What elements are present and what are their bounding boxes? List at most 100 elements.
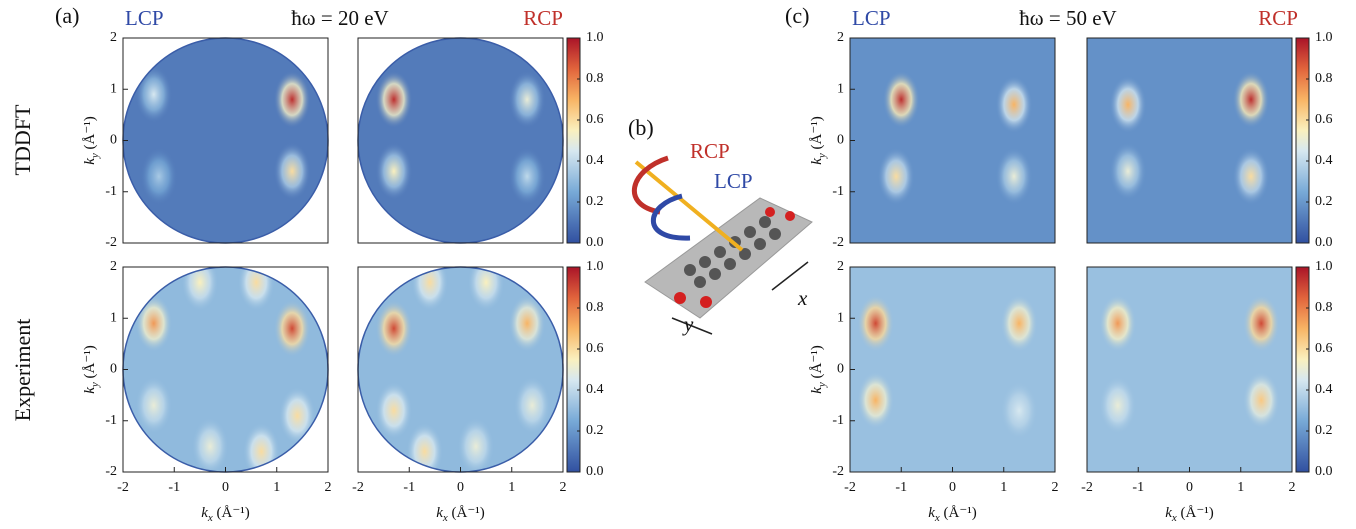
intensity-peak: [468, 254, 505, 311]
heatmap: [123, 254, 328, 481]
intensity-peak: [274, 71, 311, 128]
x-tick-label: 1: [1237, 480, 1244, 495]
x-tick-label: 1: [1000, 480, 1007, 495]
intensity-peak: [279, 387, 316, 444]
intensity-peak: [509, 148, 546, 205]
colorbar-tick-label: 0.4: [586, 153, 604, 168]
x-tick-label: -2: [844, 480, 856, 495]
intensity-peak: [878, 148, 915, 205]
colorbar-tick-label: 0.4: [1315, 153, 1333, 168]
figure: (a) (b) (c) TDDFT Experiment LCP ħω = 20…: [0, 0, 1356, 529]
x-tick-label: 2: [560, 480, 567, 495]
axis-label-unit: (Å⁻¹): [213, 505, 250, 521]
x-tick-label: 1: [508, 480, 515, 495]
intensity-peak: [1243, 372, 1280, 429]
axis-label-unit: (Å⁻¹): [1177, 505, 1214, 521]
colorbar-tick-label: 0.8: [1315, 71, 1333, 86]
y-tick-label: 0: [837, 133, 844, 148]
intensity-peak: [411, 254, 448, 311]
intensity-peak: [1001, 382, 1038, 439]
row-label: TDDFT: [10, 104, 35, 175]
intensity-peak: [1243, 295, 1280, 352]
axis-label-unit: (Å⁻¹): [940, 505, 977, 521]
schematic: RCP LCP x y: [634, 139, 812, 336]
axis-label-unit: (Å⁻¹): [809, 116, 825, 153]
x-tick-label: -1: [168, 480, 180, 495]
schematic-x: x: [797, 286, 808, 310]
x-tick-label: 0: [1186, 480, 1193, 495]
heatmap: [850, 267, 1055, 472]
x-tick-label: 0: [457, 480, 464, 495]
row-label: Experiment: [10, 319, 35, 422]
intensity-peak: [996, 76, 1033, 133]
intensity-peak: [140, 148, 177, 205]
x-tick-label: 2: [1052, 480, 1059, 495]
axis-label: ky (Å⁻¹): [809, 116, 827, 165]
lcp-label: LCP: [852, 6, 891, 30]
axis-label: ky (Å⁻¹): [809, 345, 827, 394]
rcp-label: RCP: [1258, 6, 1298, 30]
y-tick-label: 0: [110, 362, 117, 377]
y-tick-label: 0: [110, 133, 117, 148]
x-tick-label: 2: [1289, 480, 1296, 495]
heatmap: [358, 38, 563, 243]
heatmap: [850, 38, 1055, 243]
intensity-peak: [1099, 295, 1136, 352]
intensity-peak: [238, 254, 275, 311]
colorbar-tick-label: 0.2: [586, 194, 604, 209]
x-tick-label: -1: [1132, 480, 1144, 495]
heatmap: [1087, 267, 1292, 472]
intensity-peak: [274, 300, 311, 357]
colorbar-tick-label: 0.0: [586, 235, 604, 250]
panel-label: (c): [785, 3, 809, 28]
energy-label: ħω = 50 eV: [1019, 6, 1116, 30]
colorbar-tick-label: 0.0: [1315, 235, 1333, 250]
x-tick-label: -1: [403, 480, 415, 495]
y-tick-label: -1: [105, 184, 117, 199]
colorbar-tick-label: 0.6: [1315, 112, 1333, 127]
page: {"labels":{"a":"(a)","b":"(b)","c":"(c)"…: [0, 0, 1356, 529]
colorbar-tick-label: 1.0: [586, 259, 604, 274]
heatmap-background: [358, 38, 563, 243]
colorbar-tick-label: 0.4: [586, 382, 604, 397]
intensity-peak: [509, 295, 546, 352]
y-tick-label: 1: [110, 81, 117, 96]
y-tick-label: -2: [832, 464, 844, 479]
intensity-peak: [375, 382, 412, 439]
schematic-rcp: RCP: [690, 139, 730, 163]
axis-label-unit: (Å⁻¹): [82, 345, 98, 382]
intensity-peak: [375, 71, 412, 128]
colorbar-tick-label: 1.0: [586, 30, 604, 45]
intensity-peak: [1110, 143, 1147, 200]
lcp-label: LCP: [125, 6, 164, 30]
schematic-lcp: LCP: [714, 169, 753, 193]
schematic-y: y: [682, 312, 694, 336]
intensity-peak: [857, 372, 894, 429]
x-tick-label: 0: [222, 480, 229, 495]
axis-label: kx (Å⁻¹): [201, 505, 250, 523]
x-tick-label: -2: [352, 480, 364, 495]
intensity-peak: [192, 418, 229, 475]
heatmap: [1087, 38, 1292, 243]
axis-label: ky (Å⁻¹): [82, 345, 100, 394]
heatmap: [123, 38, 328, 243]
x-tick-label: -2: [1081, 480, 1093, 495]
rcp-label: RCP: [523, 6, 563, 30]
intensity-peak: [1099, 377, 1136, 434]
y-tick-label: -1: [832, 184, 844, 199]
x-tick-label: -1: [895, 480, 907, 495]
y-tick-label: 2: [110, 30, 117, 45]
axis-label-unit: (Å⁻¹): [448, 505, 485, 521]
y-tick-label: -1: [105, 413, 117, 428]
axis-label: ky (Å⁻¹): [82, 116, 100, 165]
axis-label-unit: (Å⁻¹): [82, 116, 98, 153]
colorbar-tick-label: 0.2: [586, 423, 604, 438]
colorbar-tick-label: 1.0: [1315, 259, 1333, 274]
axis-label: kx (Å⁻¹): [928, 505, 977, 523]
colorbar-tick-label: 0.0: [1315, 464, 1333, 479]
y-tick-label: 1: [110, 310, 117, 325]
y-tick-label: 1: [837, 310, 844, 325]
colorbar-tick-label: 0.6: [1315, 341, 1333, 356]
x-tick-label: 0: [949, 480, 956, 495]
colorbar-tick-label: 1.0: [1315, 30, 1333, 45]
